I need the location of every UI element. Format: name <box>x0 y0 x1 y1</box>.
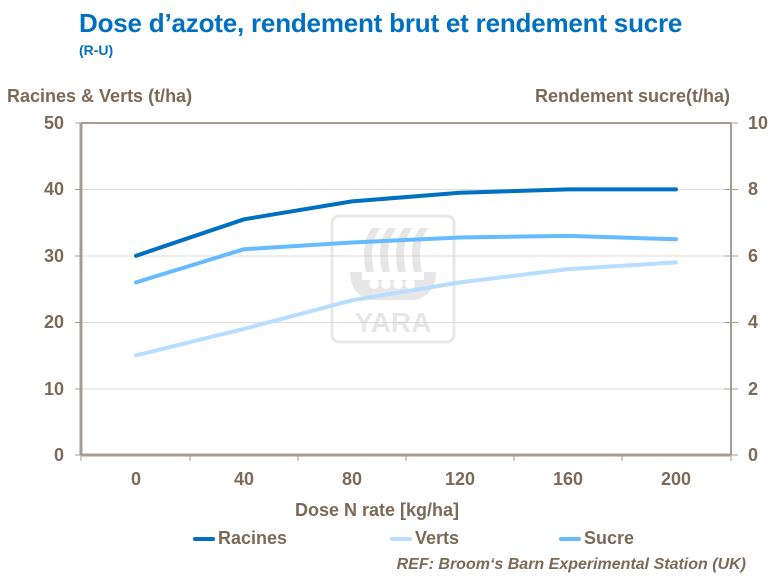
legend-item-sucre: Sucre <box>559 528 634 549</box>
x-tick: 160 <box>552 469 584 489</box>
y-right-tick: 8 <box>748 179 759 199</box>
legend-swatch-sucre <box>559 536 581 541</box>
y-right-tick: 0 <box>748 445 759 465</box>
y-left-tick: 0 <box>53 445 64 465</box>
x-axis-title: Dose N rate [kg/ha] <box>295 500 460 520</box>
y-left-tick: 40 <box>43 179 64 199</box>
y-right-tick: 6 <box>748 246 759 266</box>
series-racines-line <box>134 187 678 258</box>
series-sucre-line <box>134 233 678 285</box>
reference-note: REF: Broom‘s Barn Experimental Station (… <box>396 556 746 573</box>
chart-title: Dose d’azote, rendement brut et rendemen… <box>79 8 683 38</box>
x-tick: 0 <box>130 469 141 489</box>
y-right-tick: 2 <box>748 379 759 399</box>
y-right-axis-title: Rendement sucre(t/ha) <box>534 86 730 106</box>
x-tick-marks <box>80 455 732 461</box>
x-tick: 40 <box>233 469 255 489</box>
svg-text:YARA: YARA <box>355 307 432 338</box>
legend-item-verts: Verts <box>390 528 459 549</box>
y-left-axis-title: Racines & Verts (t/ha) <box>7 86 193 106</box>
y-right-tick: 10 <box>748 113 769 133</box>
x-tick: 200 <box>660 469 692 489</box>
y-left-tick-marks <box>75 122 81 456</box>
y-left-tick: 30 <box>43 246 64 266</box>
chart-subtitle: (R-U) <box>79 42 114 58</box>
legend-label: Verts <box>415 528 460 548</box>
y-left-tick: 50 <box>43 113 64 133</box>
y-left-tick: 20 <box>43 312 64 332</box>
legend-swatch-racines <box>193 536 215 541</box>
x-tick: 120 <box>444 469 476 489</box>
x-tick: 80 <box>341 469 363 489</box>
y-left-tick: 10 <box>43 379 64 399</box>
legend-swatch-verts <box>390 536 412 541</box>
y-right-tick: 4 <box>748 312 759 332</box>
legend-label: Sucre <box>584 528 635 548</box>
legend-label: Racines <box>218 528 288 548</box>
series-verts-line <box>134 260 678 358</box>
legend-item-racines: Racines <box>193 528 287 549</box>
y-right-tick-marks <box>724 122 738 456</box>
yara-logo-watermark: YARA <box>330 214 456 344</box>
